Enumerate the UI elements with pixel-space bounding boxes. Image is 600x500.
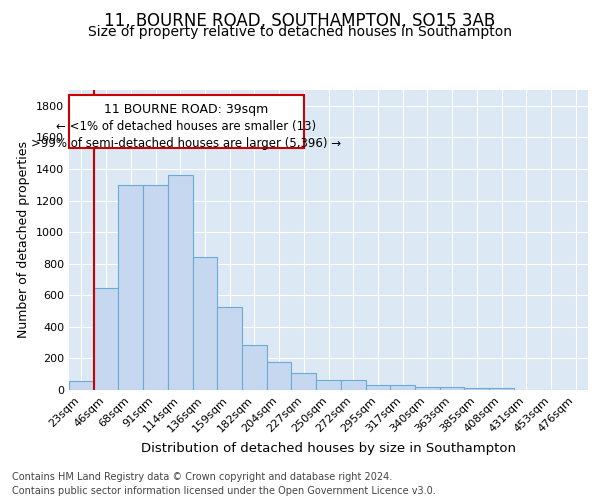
Bar bbox=[365, 386, 390, 390]
Text: ← <1% of detached houses are smaller (13): ← <1% of detached houses are smaller (13… bbox=[56, 120, 316, 133]
Text: 11 BOURNE ROAD: 39sqm: 11 BOURNE ROAD: 39sqm bbox=[104, 102, 269, 116]
Bar bbox=[143, 184, 168, 390]
Bar bbox=[118, 184, 143, 390]
Bar bbox=[292, 372, 316, 390]
Text: Size of property relative to detached houses in Southampton: Size of property relative to detached ho… bbox=[88, 25, 512, 39]
Y-axis label: Number of detached properties: Number of detached properties bbox=[17, 142, 31, 338]
Text: >99% of semi-detached houses are larger (5,396) →: >99% of semi-detached houses are larger … bbox=[31, 138, 341, 150]
Bar bbox=[242, 345, 267, 390]
Text: Contains HM Land Registry data © Crown copyright and database right 2024.: Contains HM Land Registry data © Crown c… bbox=[12, 472, 392, 482]
Bar bbox=[217, 307, 242, 390]
Bar bbox=[94, 288, 118, 390]
Bar bbox=[69, 382, 94, 390]
Bar bbox=[341, 380, 365, 390]
Bar bbox=[415, 387, 440, 390]
Bar bbox=[489, 388, 514, 390]
Bar bbox=[440, 387, 464, 390]
Bar bbox=[267, 362, 292, 390]
FancyBboxPatch shape bbox=[69, 94, 304, 148]
Bar bbox=[464, 388, 489, 390]
Bar bbox=[168, 176, 193, 390]
Bar bbox=[193, 258, 217, 390]
Text: 11, BOURNE ROAD, SOUTHAMPTON, SO15 3AB: 11, BOURNE ROAD, SOUTHAMPTON, SO15 3AB bbox=[104, 12, 496, 30]
X-axis label: Distribution of detached houses by size in Southampton: Distribution of detached houses by size … bbox=[141, 442, 516, 455]
Bar bbox=[316, 380, 341, 390]
Bar bbox=[390, 386, 415, 390]
Text: Contains public sector information licensed under the Open Government Licence v3: Contains public sector information licen… bbox=[12, 486, 436, 496]
